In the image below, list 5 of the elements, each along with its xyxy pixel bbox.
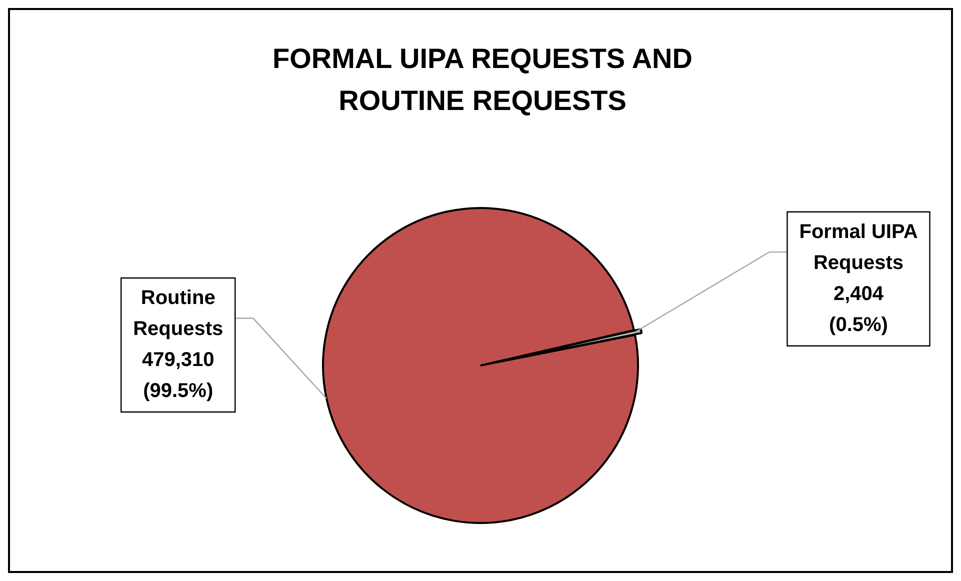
slice-label: Formal UIPA Requests <box>799 220 918 274</box>
chart-title: FORMAL UIPA REQUESTS AND ROUTINE REQUESTS <box>271 42 694 118</box>
data-label: 479,310 (99.5%) <box>142 349 214 402</box>
slice-label: Routine Requests <box>133 287 224 340</box>
data-label: 2,404 (0.5%) <box>829 282 888 336</box>
